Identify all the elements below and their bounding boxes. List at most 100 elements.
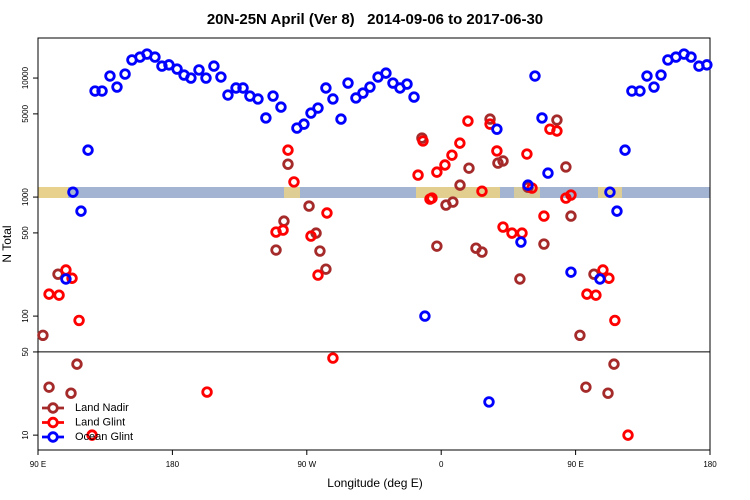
point xyxy=(104,70,116,82)
point xyxy=(551,125,563,137)
y-tick-label: 1000 xyxy=(21,188,30,206)
point xyxy=(497,221,509,233)
y-tick-label: 500 xyxy=(21,226,30,240)
point xyxy=(321,207,333,219)
point xyxy=(60,273,72,285)
point xyxy=(237,82,249,94)
point xyxy=(590,289,602,301)
point xyxy=(193,64,205,76)
point xyxy=(603,272,615,284)
point xyxy=(560,161,572,173)
legend-marker xyxy=(47,402,59,414)
point xyxy=(215,71,227,83)
point xyxy=(515,236,527,248)
point xyxy=(447,196,459,208)
band-patch xyxy=(598,187,622,198)
legend-marker xyxy=(47,416,59,429)
x-tick-label: 0 xyxy=(439,460,444,469)
point xyxy=(565,189,577,201)
point xyxy=(476,185,488,197)
point xyxy=(608,358,620,370)
point xyxy=(491,123,503,135)
point xyxy=(282,144,294,156)
point xyxy=(497,155,509,167)
x-axis-label: Longitude (deg E) xyxy=(327,476,422,490)
point xyxy=(622,429,634,441)
point xyxy=(604,186,616,198)
point xyxy=(454,179,466,191)
point xyxy=(462,115,474,127)
point xyxy=(185,72,197,84)
point xyxy=(446,149,458,161)
legend-label: Ocean Glint xyxy=(75,431,133,443)
point xyxy=(538,238,550,250)
point xyxy=(149,51,161,63)
point xyxy=(111,81,123,93)
point xyxy=(89,85,101,97)
plot-frame xyxy=(37,37,711,451)
point xyxy=(96,85,108,97)
point xyxy=(565,266,577,278)
point xyxy=(609,314,621,327)
point xyxy=(82,144,94,156)
point xyxy=(521,148,533,160)
point xyxy=(312,102,324,114)
point xyxy=(200,72,212,84)
point xyxy=(538,210,550,222)
point xyxy=(43,288,55,300)
band-patch xyxy=(38,187,68,198)
point xyxy=(431,240,443,252)
point xyxy=(454,137,466,149)
point xyxy=(380,67,392,79)
point xyxy=(641,70,653,82)
point xyxy=(260,112,272,124)
x-tick-label: 90 E xyxy=(30,460,46,469)
point xyxy=(426,192,438,204)
point xyxy=(222,89,234,101)
point xyxy=(282,158,294,170)
band-patch xyxy=(416,187,500,198)
y-tick-label: 50 xyxy=(21,347,30,356)
point xyxy=(320,82,332,94)
point xyxy=(278,215,290,227)
point xyxy=(288,176,300,188)
point xyxy=(86,429,98,441)
point xyxy=(634,85,646,97)
point xyxy=(277,224,289,236)
point xyxy=(648,81,660,93)
point xyxy=(327,352,339,364)
point xyxy=(419,310,431,322)
point xyxy=(542,167,554,179)
point xyxy=(73,314,85,327)
point xyxy=(522,179,534,191)
band-patch xyxy=(284,187,300,198)
point xyxy=(506,227,518,239)
legend-label: Land Glint xyxy=(75,416,125,428)
point xyxy=(320,263,332,275)
point xyxy=(37,329,49,341)
point xyxy=(314,245,326,257)
point xyxy=(439,159,451,171)
point xyxy=(463,162,475,174)
point xyxy=(565,210,577,222)
point xyxy=(551,114,563,126)
point xyxy=(267,90,279,102)
y-tick-label: 10000 xyxy=(21,66,30,89)
point xyxy=(275,101,287,113)
point xyxy=(408,91,420,103)
x-tick-label: 90 E xyxy=(567,460,583,469)
point xyxy=(335,113,347,125)
point xyxy=(574,329,586,341)
point xyxy=(201,386,213,398)
point xyxy=(581,288,593,300)
y-tick-label: 100 xyxy=(21,309,30,323)
point xyxy=(412,169,424,181)
point xyxy=(156,60,168,72)
point xyxy=(252,93,264,105)
point xyxy=(230,82,242,94)
point xyxy=(342,77,354,89)
point xyxy=(483,396,495,408)
point xyxy=(602,387,614,399)
point xyxy=(484,113,496,125)
